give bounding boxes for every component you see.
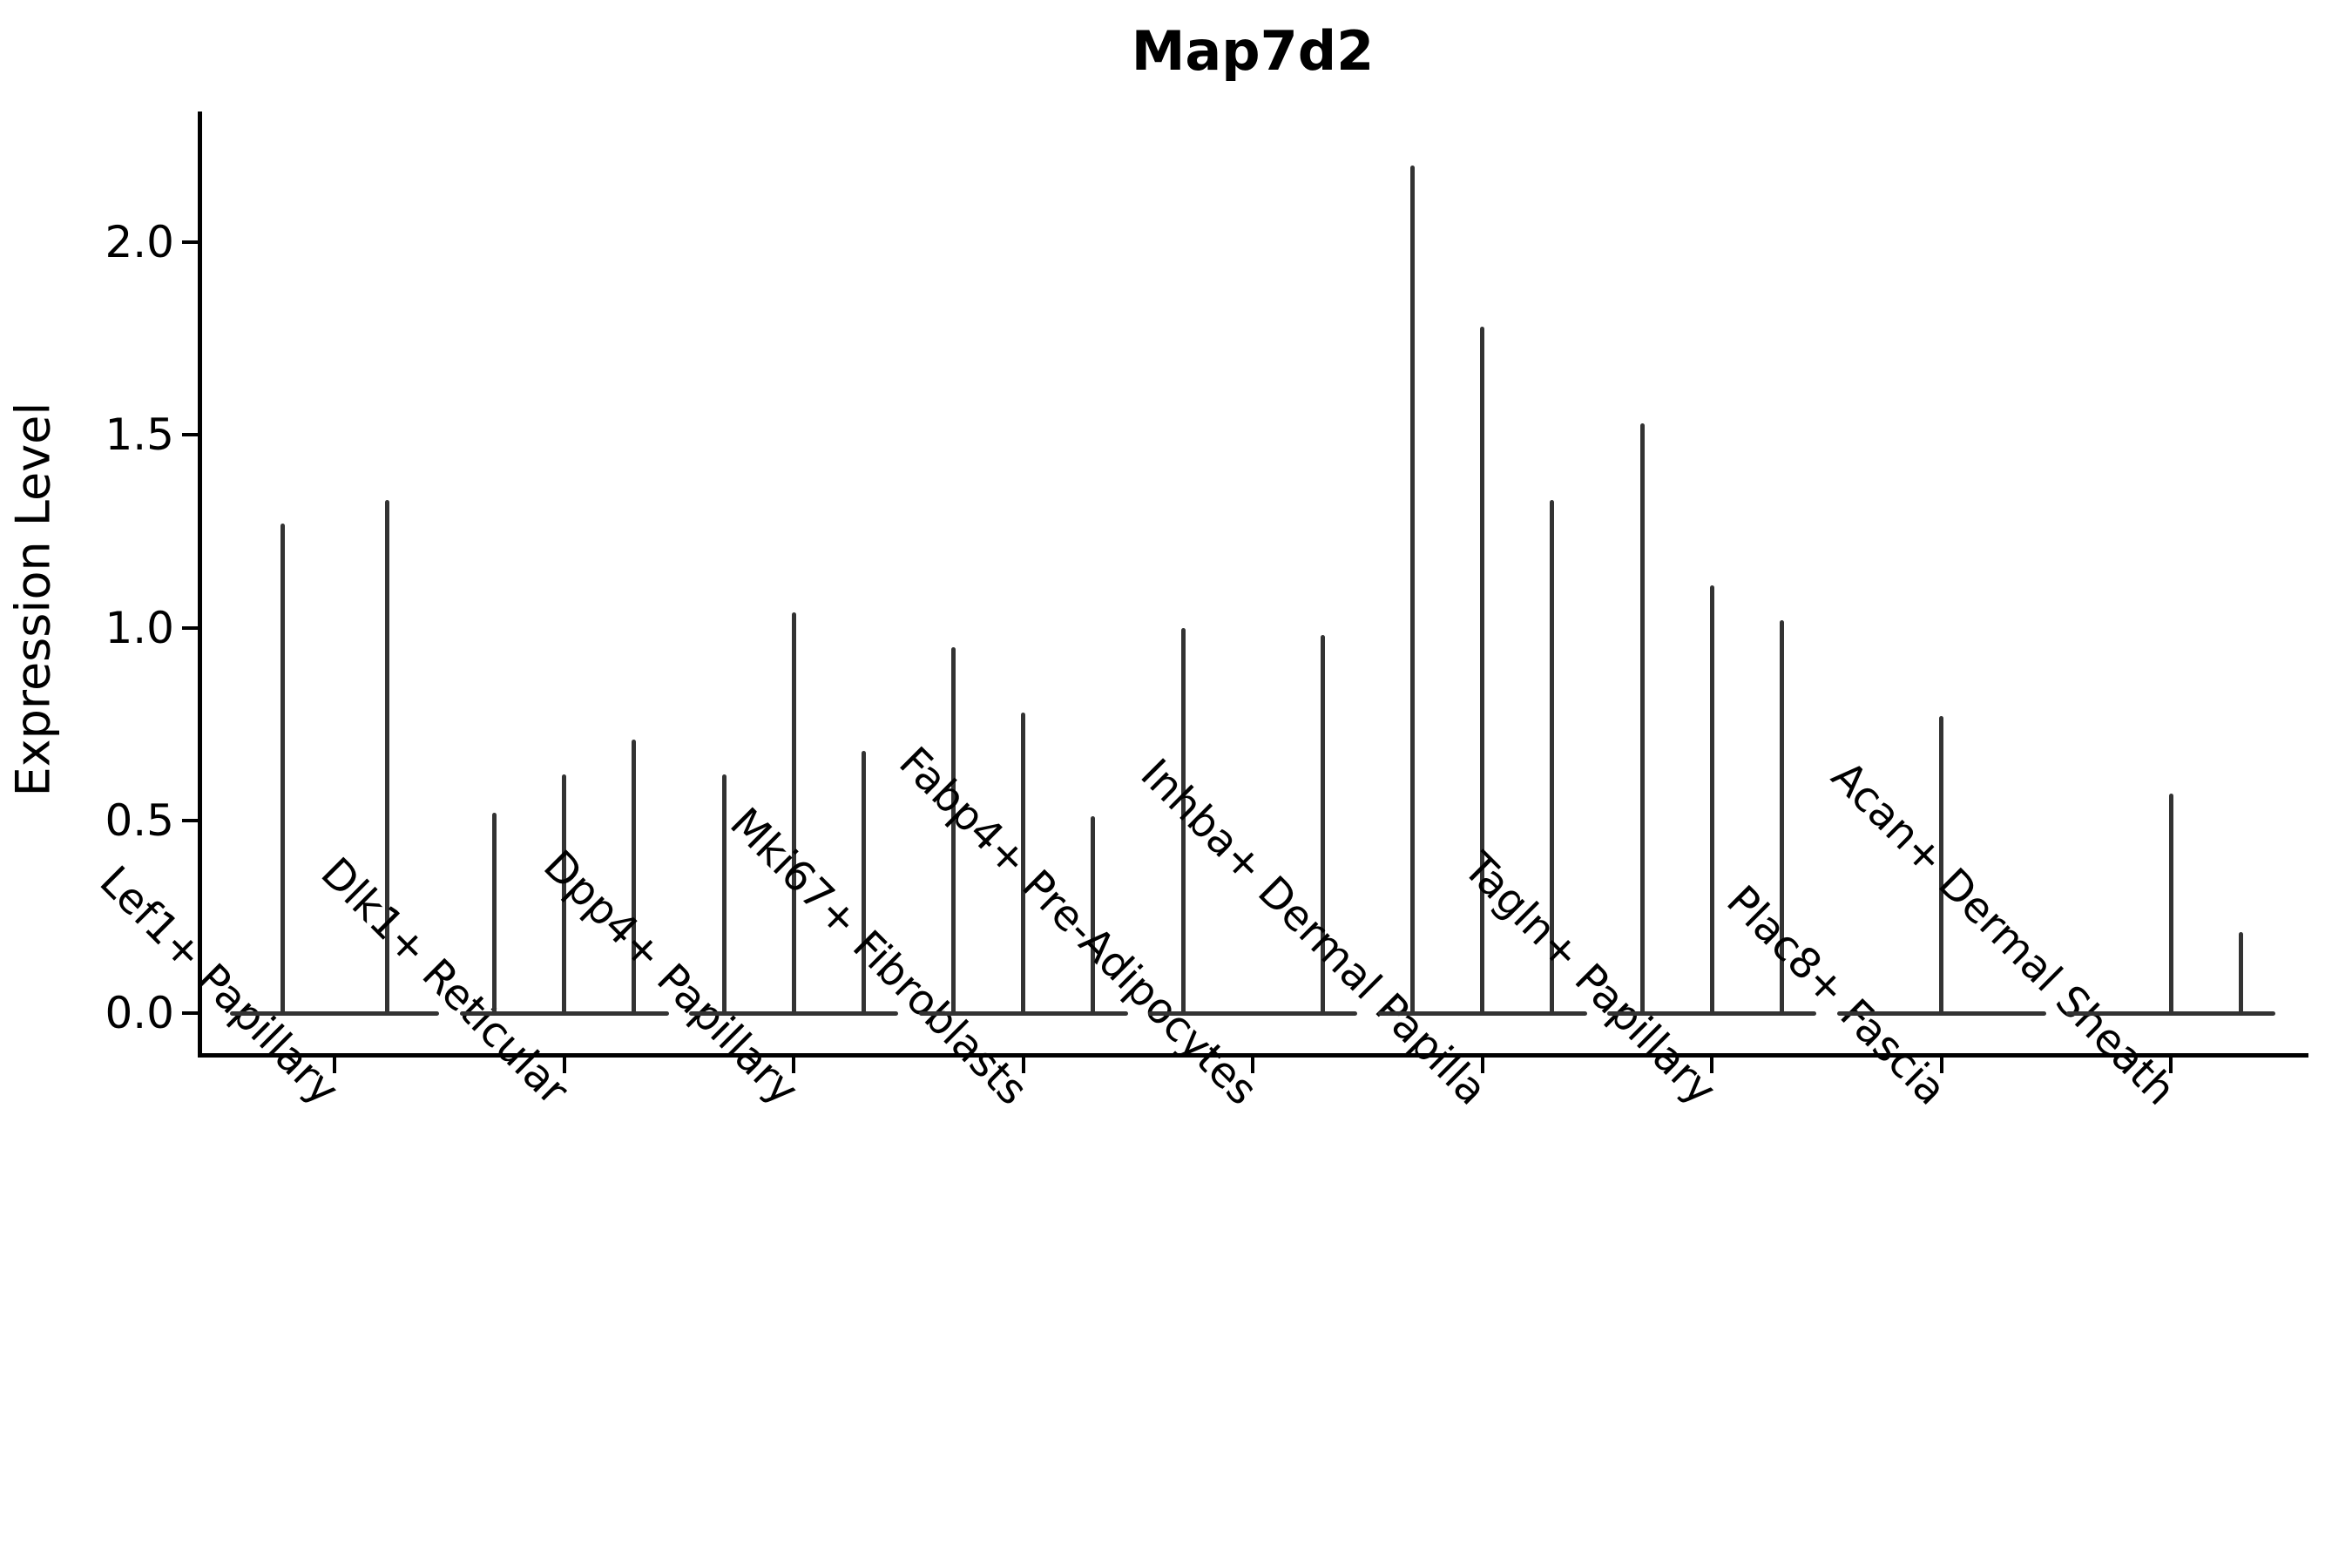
violin-baseline — [459, 1010, 669, 1016]
violin-spike — [1091, 816, 1095, 1013]
y-axis-label: Expression Level — [5, 402, 61, 797]
y-tick-mark — [182, 240, 198, 244]
violin-spike — [1180, 627, 1186, 1013]
x-tick-label: Dpp4+ Papillary — [533, 841, 808, 1115]
violin-spike — [861, 751, 866, 1013]
violin-spike — [492, 812, 497, 1013]
violin-baseline — [1377, 1010, 1587, 1016]
violin-spike — [721, 774, 727, 1013]
y-tick-label: 2.0 — [105, 217, 174, 267]
violin-spike — [280, 524, 285, 1013]
violin-spike — [1410, 165, 1415, 1013]
violin-baseline — [1607, 1010, 1816, 1016]
violin-spike — [632, 739, 636, 1013]
x-tick-mark — [1021, 1058, 1025, 1073]
violin-spike — [791, 612, 796, 1013]
chart-title: Map7d2 — [1131, 19, 1375, 83]
y-tick-mark — [182, 1011, 198, 1015]
violin-spike — [1639, 422, 1645, 1013]
y-tick-mark — [182, 433, 198, 437]
y-tick-label: 1.5 — [105, 409, 174, 461]
y-tick-mark — [182, 818, 198, 822]
y-tick-label: 0.5 — [105, 794, 174, 846]
violin-spike — [2168, 793, 2173, 1013]
x-tick-mark — [792, 1058, 795, 1073]
violin-spike — [562, 774, 566, 1013]
violin-spike — [1480, 327, 1484, 1013]
x-tick-mark — [1939, 1058, 1943, 1073]
violin-baseline — [2066, 1010, 2275, 1016]
violin-baseline — [1148, 1010, 1357, 1016]
y-tick-mark — [182, 625, 198, 630]
x-tick-mark — [2169, 1058, 2173, 1073]
violin-spike — [1709, 585, 1714, 1013]
violin-baseline — [918, 1010, 1128, 1016]
x-tick-mark — [333, 1058, 336, 1073]
violin-spike — [951, 646, 956, 1013]
x-tick-mark — [1710, 1058, 1713, 1073]
violin-baseline — [689, 1010, 898, 1016]
violin-spike — [1320, 635, 1325, 1013]
violin-baseline — [230, 1010, 439, 1016]
violin-spike — [1779, 619, 1784, 1013]
x-tick-mark — [1480, 1058, 1484, 1073]
violin-spike — [1939, 716, 1943, 1013]
violin-spike — [384, 500, 389, 1013]
x-axis-spine — [198, 1053, 2308, 1058]
x-tick-label: Plac8+ Fascia — [1716, 876, 1956, 1115]
violin-baseline — [1836, 1010, 2046, 1016]
x-tick-label: Lef1+ Papillary — [91, 856, 348, 1115]
x-tick-label: Tagln+ Papillary — [1454, 842, 1726, 1115]
y-tick-label: 1.0 — [105, 602, 174, 653]
x-tick-label: Dlk1+ Reticular — [311, 848, 578, 1115]
violin-spike — [2238, 932, 2243, 1013]
x-tick-mark — [1251, 1058, 1254, 1073]
y-axis-spine — [198, 112, 202, 1058]
violin-spike — [1550, 500, 1554, 1013]
x-tick-mark — [562, 1058, 566, 1073]
y-tick-label: 0.0 — [105, 988, 174, 1038]
violin-spike — [1021, 712, 1025, 1013]
